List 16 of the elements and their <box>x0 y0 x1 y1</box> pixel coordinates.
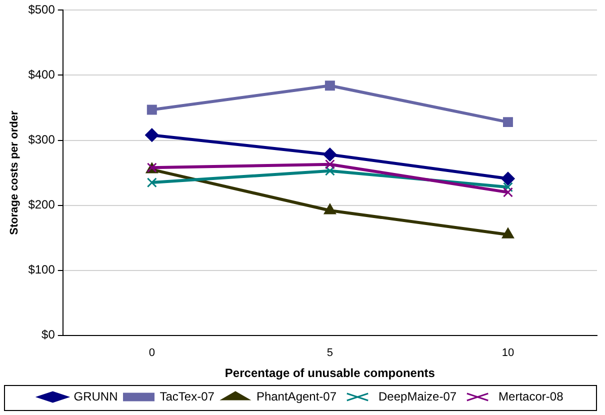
legend-label: DeepMaize-07 <box>378 389 457 404</box>
legend-label: GRUNN <box>74 389 118 404</box>
y-axis-title: Storage costs per order <box>8 110 21 235</box>
y-tick-label: $500 <box>28 2 56 17</box>
x-tick-label: 10 <box>502 347 514 360</box>
legend-label: PhantAgent-07 <box>256 389 337 404</box>
y-tick-label: $300 <box>28 132 56 147</box>
y-tick-label: $100 <box>28 262 56 277</box>
legend-label: TacTex-07 <box>160 389 215 404</box>
x-tick-label: 0 <box>148 347 155 360</box>
x-axis-title: Percentage of unusable components <box>224 366 436 380</box>
y-tick-label: $400 <box>28 68 56 82</box>
x-tick-label: 5 <box>326 347 334 360</box>
y-tick-label: $200 <box>28 198 56 212</box>
y-tick-label: $0 <box>42 328 56 342</box>
legend-label: Mertacor-08 <box>498 389 564 404</box>
